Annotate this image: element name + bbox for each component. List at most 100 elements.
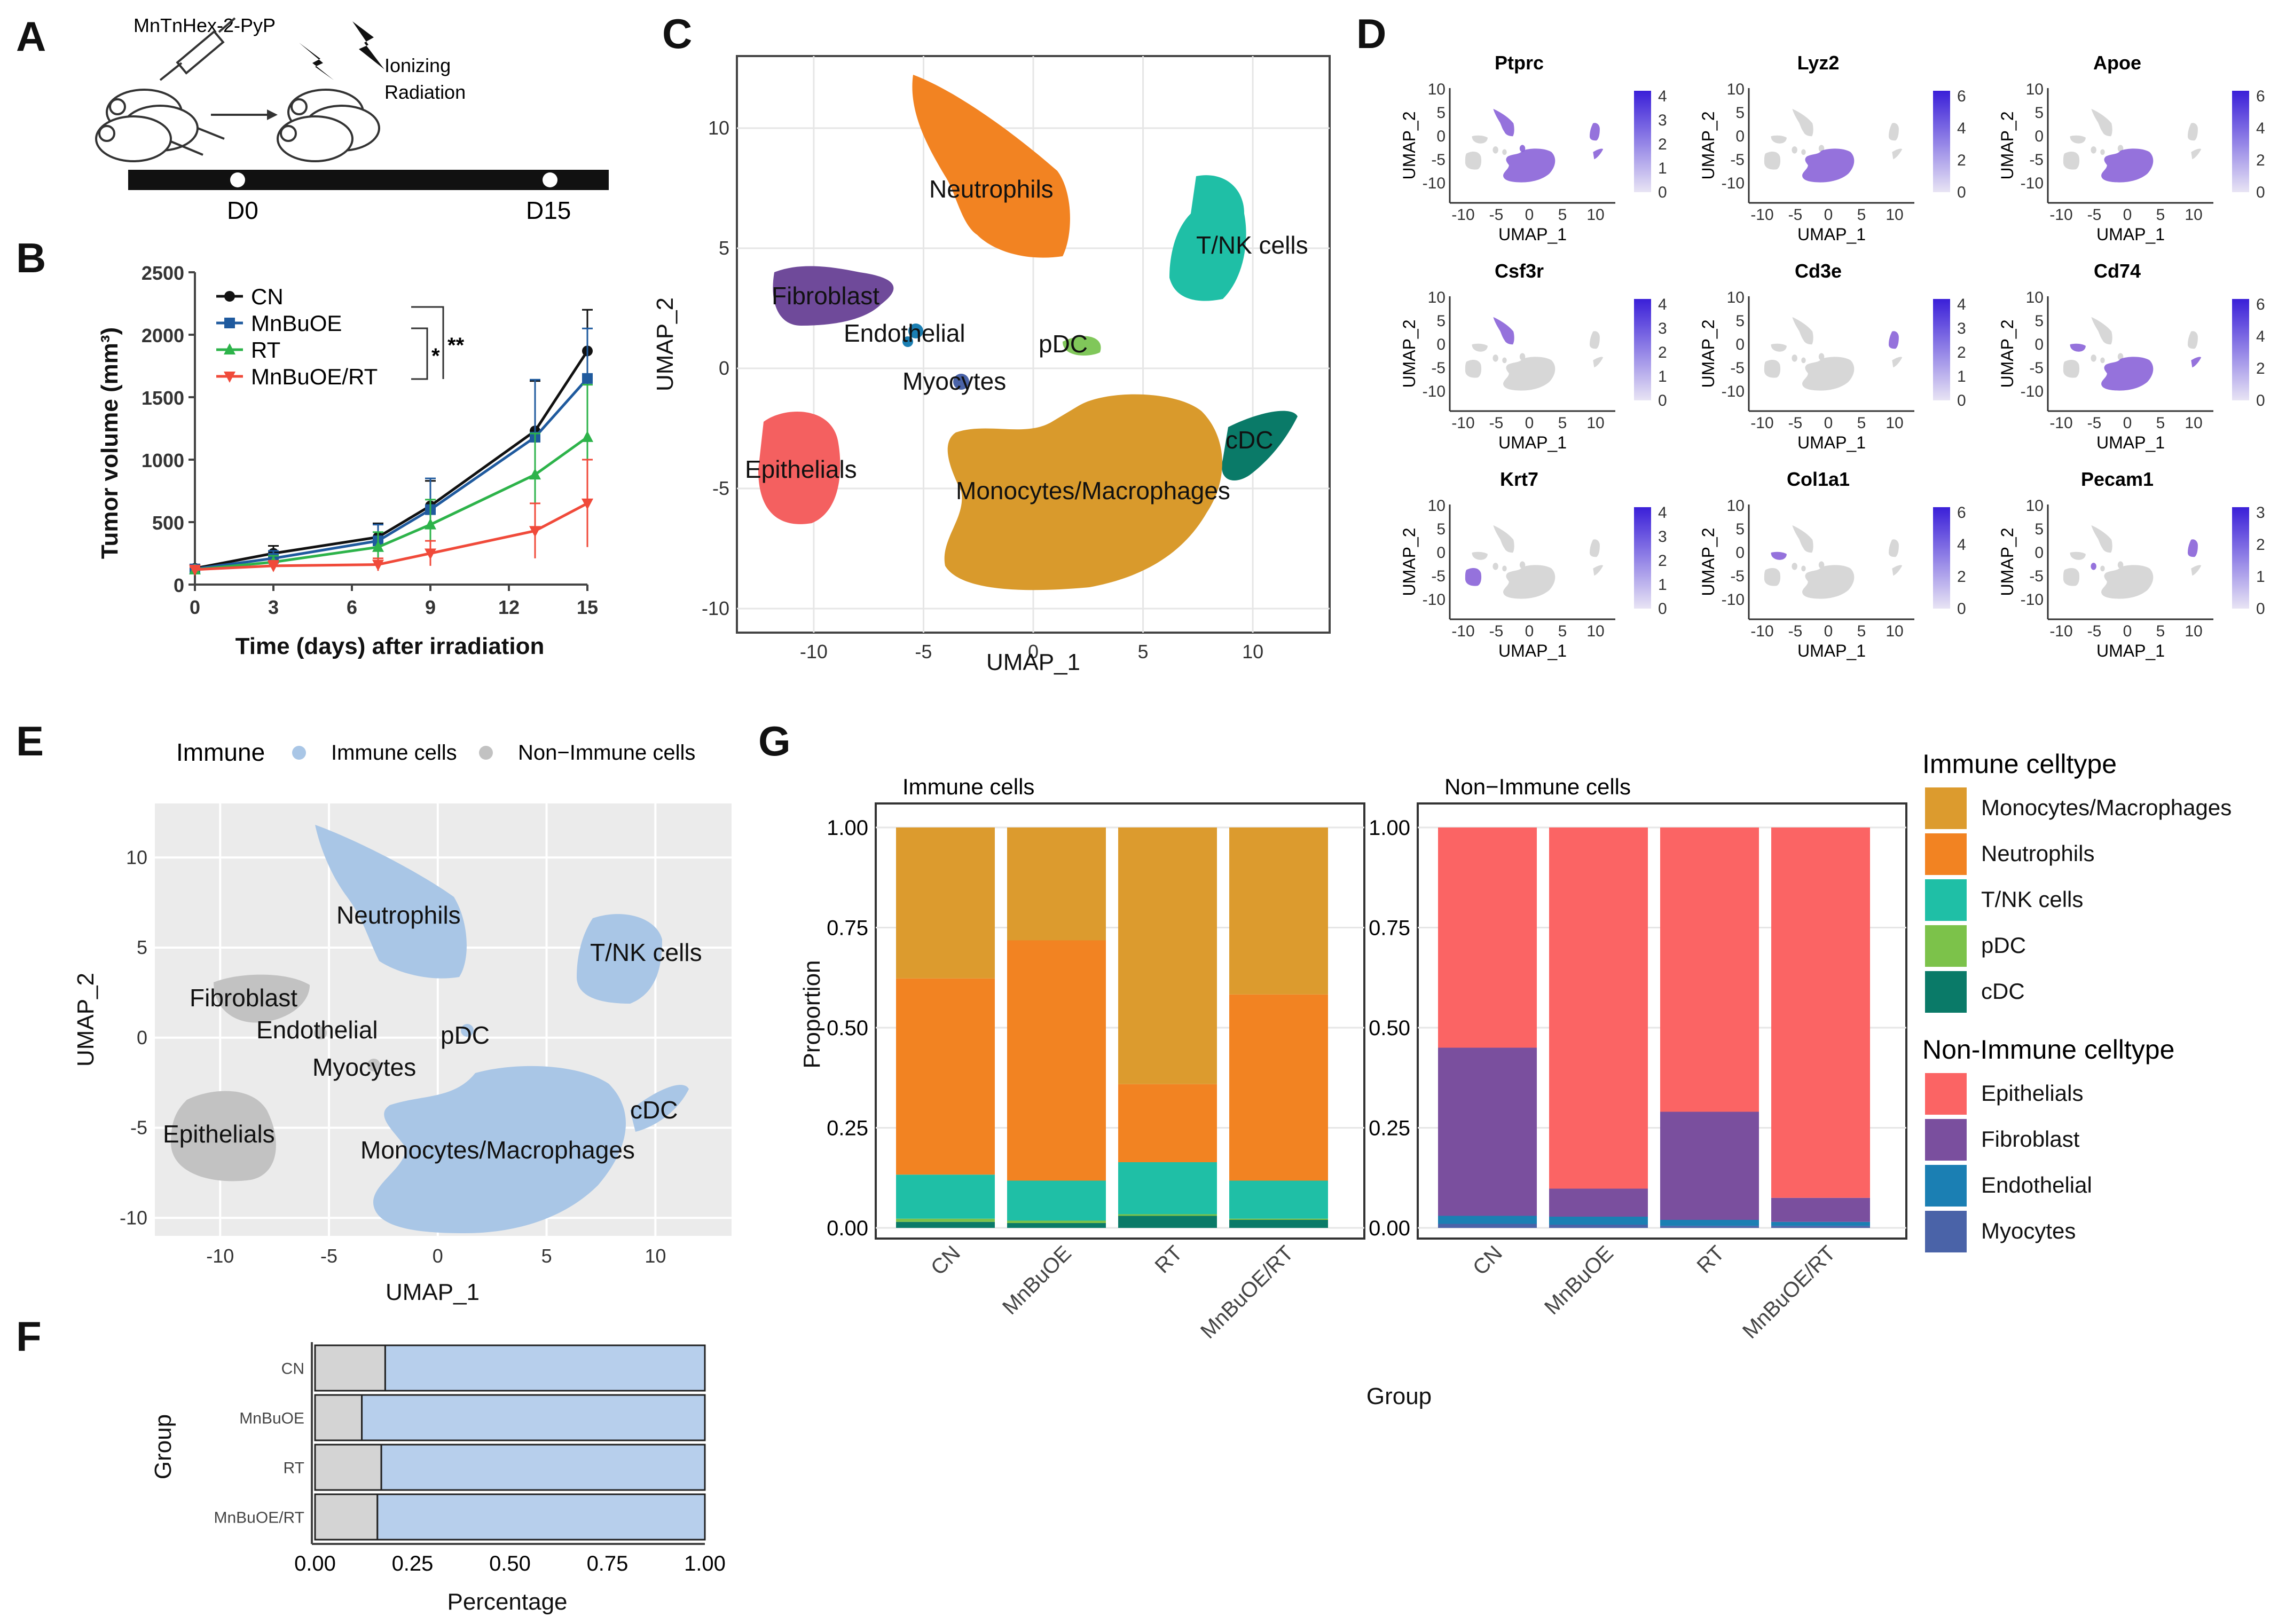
bar-segment: [1007, 1223, 1106, 1228]
cluster: [1492, 563, 1498, 570]
panel-e-umap-immune: E Immune Immune cells Non−Immune cells N…: [16, 718, 732, 1305]
bar-segment: [896, 978, 995, 1175]
legend-label: MnBuOE/RT: [251, 364, 378, 389]
highlighted-cluster: [1889, 331, 1899, 349]
cluster: [1493, 525, 1514, 553]
cluster: [2070, 135, 2086, 144]
y-axis-title: UMAP_2: [1400, 319, 1419, 388]
bar-segment: [1771, 1226, 1870, 1228]
x-axis-title: UMAP_1: [1498, 641, 1567, 660]
color-scale-label: 2: [1658, 136, 1667, 153]
gene-title: Ptprc: [1495, 52, 1544, 74]
data-point: [425, 548, 436, 560]
bar-non-immune: [314, 1344, 386, 1392]
legend-swatch: [1925, 1119, 1967, 1161]
plot-ticks: -10 -5 0 5 10 -10 -5 0 5 10: [120, 846, 666, 1267]
highlighted-cluster: [1802, 148, 1855, 183]
y-tick-label: 10: [126, 846, 147, 868]
umap-points: [1465, 525, 1604, 599]
y-tick-label: -5: [130, 1117, 147, 1139]
color-scale-label: 2: [2256, 360, 2265, 377]
bar-segment: [896, 1174, 995, 1219]
legend-label: Monocytes/Macrophages: [1981, 795, 2232, 820]
cluster: [2100, 357, 2105, 364]
bar-segment: [1438, 1216, 1537, 1224]
y-tick-label: -10: [702, 597, 729, 619]
color-scale-label: 0: [1658, 184, 1667, 201]
x-axis-title: UMAP_1: [1498, 433, 1567, 452]
cluster-pdc: [461, 1024, 474, 1037]
facet-title: Non−Immune cells: [1444, 774, 1631, 799]
color-scale-bar: [1634, 507, 1651, 609]
cluster: [1801, 149, 1806, 155]
bar-segment: [896, 1218, 995, 1222]
x-tick-label: 0: [2123, 206, 2132, 224]
y-tick-label: -5: [1730, 151, 1745, 169]
x-tick-label: 5: [1558, 414, 1567, 432]
bar-segment: [896, 1221, 995, 1228]
cluster-cdc: [1222, 411, 1298, 480]
color-scale-label: 4: [1658, 296, 1667, 313]
cluster-myocytes: [367, 1059, 380, 1071]
y-axis-title: UMAP_2: [1699, 111, 1718, 179]
cluster-pdc: [1063, 336, 1101, 356]
cluster-label: Epithelials: [745, 455, 857, 483]
bar-non-immune: [314, 1394, 363, 1441]
x-tick-label: -5: [1788, 414, 1803, 432]
x-tick-label: 10: [1886, 414, 1903, 432]
y-tick-label: RT: [284, 1460, 304, 1477]
bar-segment: [1229, 1218, 1328, 1220]
cluster: [1465, 360, 1482, 378]
bar-segment: [1118, 1214, 1217, 1216]
cluster: [1590, 539, 1600, 557]
color-scale-label: 0: [2256, 600, 2265, 618]
panel-g-stacked-bar-chart: G Immune cells 0.00 0.25 0.50 0.75 1.00 CN MnBu…: [758, 718, 2232, 1409]
x-tick-label: 6: [347, 596, 357, 618]
color-scale-label: 4: [1957, 536, 1966, 554]
bar-immune: [361, 1394, 706, 1441]
cluster-endothelial: [902, 336, 913, 347]
x-axis-title: UMAP_1: [2096, 433, 2165, 452]
gene-title: Cd74: [2094, 260, 2141, 282]
umap-clusters: [171, 825, 689, 1233]
cluster-epithelials: [758, 411, 840, 524]
cluster-label: Endothelial: [844, 319, 965, 347]
panel-f-bar-chart: F CN MnBuOE RT MnBuOE/RT 0.00 0.25 0.50 0.75 1.0…: [16, 1313, 726, 1615]
cluster-myocytes: [953, 374, 969, 390]
cluster: [1792, 354, 1797, 362]
y-tick-label: 10: [1727, 497, 1745, 515]
cluster-label: Fibroblast: [772, 282, 879, 310]
x-tick-label: -5: [1489, 622, 1504, 640]
x-tick-label: 5: [541, 1245, 552, 1267]
data-point: [372, 540, 384, 552]
color-scale-label: 2: [1957, 568, 1966, 586]
y-tick-label: 0.25: [1369, 1117, 1410, 1140]
legend-swatch: [1925, 833, 1967, 875]
feature-plot-cd74: Cd74 -10 -5 0 5 10 10 5 0 -5 -10 UMAP_1 UMAP_2 0 2 4 6: [1998, 260, 2265, 452]
color-scale-label: 1: [1658, 368, 1667, 385]
bar-segment: [1229, 827, 1328, 995]
umap-points: [1764, 108, 1903, 183]
x-tick-label: 0: [1824, 206, 1833, 224]
umap-clusters: [758, 75, 1298, 590]
x-tick-label: 10: [1242, 641, 1263, 663]
chart-axes: 0 500 1000 1500 2000 2500 0 3 6 9 12 15: [142, 262, 598, 618]
gene-title: Apoe: [2093, 52, 2141, 74]
feature-plot-csf3r: Csf3r -10 -5 0 5 10 10 5 0 -5 -10 UMAP_1 UMAP_2 0 1 2 3 4: [1400, 260, 1667, 452]
color-scale-label: 1: [1658, 576, 1667, 594]
umap-points: [1465, 317, 1604, 391]
y-tick-label: -10: [1423, 175, 1446, 192]
cluster: [1590, 331, 1600, 349]
x-tick-label: 15: [577, 596, 598, 618]
data-point: [582, 430, 593, 442]
gene-title: Cd3e: [1795, 260, 1842, 282]
color-scale-label: 1: [1658, 160, 1667, 177]
x-tick-label: -5: [1788, 622, 1803, 640]
x-tick-label: RT: [1693, 1241, 1729, 1278]
bar-segment: [1007, 1220, 1106, 1223]
bar-segment: [1229, 1220, 1328, 1228]
bar-segment: [1118, 1162, 1217, 1215]
y-tick-label: 10: [2026, 497, 2044, 515]
y-tick-label: 5: [1735, 104, 1745, 122]
bar-segment: [1007, 1180, 1106, 1221]
